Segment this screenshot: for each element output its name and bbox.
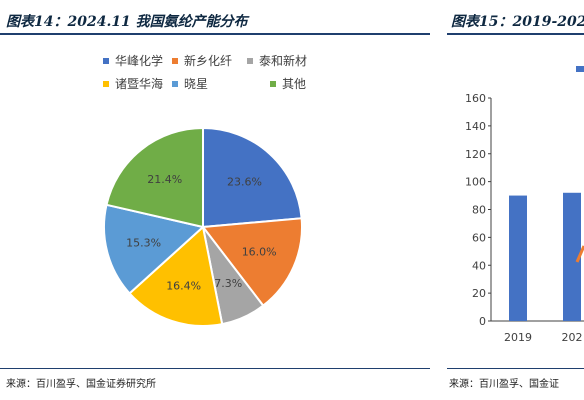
legend-label: 新乡化纤	[184, 54, 233, 68]
y-tick-label: 20	[472, 287, 486, 300]
right-title-rule	[447, 33, 584, 35]
left-chart-panel: 图表14：2024.11 我国氨纶产能分布 华峰化学 新乡化纤 泰和新材诸暨华海 晓星…	[0, 14, 430, 390]
legend-label: 华峰化学	[115, 54, 164, 68]
legend-swatch	[270, 80, 276, 87]
y-tick-label: 60	[472, 231, 486, 244]
y-tick-label: 140	[465, 120, 486, 133]
legend-label: 晓星	[184, 77, 209, 91]
legend-swatch	[172, 57, 178, 64]
x-tick-label: 2019	[504, 331, 532, 344]
legend-item: 晓星	[172, 75, 208, 92]
y-tick-label: 100	[465, 176, 486, 189]
left-chart-source: 来源：百川盈孚、国金证券研究所	[6, 379, 156, 390]
left-source-rule	[0, 368, 430, 369]
pie-slice	[105, 126, 204, 229]
right-source-rule	[447, 368, 584, 369]
legend-item: 泰和新材	[247, 52, 307, 69]
legend-swatch	[103, 57, 109, 64]
legend-swatch	[103, 80, 109, 87]
pie-slice	[128, 225, 224, 327]
pie-slice	[103, 203, 206, 295]
y-tick-label: 0	[479, 315, 486, 328]
legend-item: 诸暨华海	[103, 75, 163, 92]
bar-chart: 0 20 40 60 80 100 120 140 160 2019 202	[465, 66, 584, 344]
legend-label: 诸暨华海	[115, 77, 164, 91]
pie-data-label: 7.3%	[214, 277, 242, 290]
pie-data-label: 15.3%	[126, 236, 161, 249]
legend-label: 泰和新材	[259, 54, 308, 68]
legend-item: 华峰化学	[103, 52, 163, 69]
y-tick-label: 120	[465, 148, 486, 161]
y-tick-label: 40	[472, 259, 486, 272]
bar	[563, 192, 581, 321]
pie-data-label: 16.4%	[166, 279, 201, 292]
legend-item: 其他	[270, 75, 306, 92]
legend-item: 新乡化纤	[172, 52, 232, 69]
legend-label: 其他	[282, 77, 307, 91]
left-chart-title: 图表14：2024.11 我国氨纶产能分布	[6, 14, 248, 30]
pie-slice	[202, 126, 303, 229]
right-chart-title: 图表15：2019-202	[451, 14, 584, 30]
series-line-fragment	[575, 245, 584, 263]
legend-swatch	[172, 80, 178, 87]
pie-chart: 23.6% 16.0% 7.3% 16.4% 15.3% 21.4%	[103, 126, 303, 327]
pie-data-label: 21.4%	[147, 173, 182, 186]
bar-legend-swatch	[576, 66, 584, 72]
pie-slice	[201, 217, 303, 308]
pie-data-label: 23.6%	[227, 176, 262, 189]
y-tick-label: 80	[472, 204, 486, 217]
y-tick-label: 160	[465, 92, 486, 105]
left-title-rule	[0, 33, 430, 35]
x-tick-label: 202	[562, 331, 583, 344]
right-chart-panel: 图表15：2019-202 0 20 40 60 80 100 120 140 160 2019 2…	[447, 0, 584, 400]
legend-swatch	[247, 57, 253, 64]
bar	[509, 195, 527, 321]
right-chart-source: 来源：百川盈孚、国金证	[449, 379, 559, 390]
pie-data-label: 16.0%	[242, 246, 277, 259]
